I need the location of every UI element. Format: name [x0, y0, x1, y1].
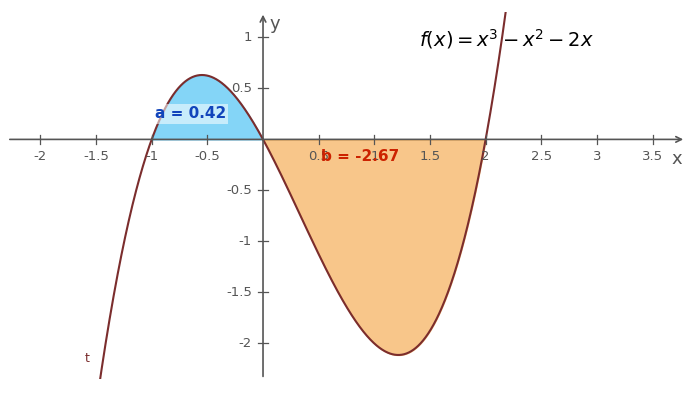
Text: y: y [270, 15, 280, 33]
Text: x: x [672, 150, 682, 167]
Text: -1: -1 [239, 235, 252, 248]
Text: 1: 1 [244, 31, 252, 44]
Text: $f(x) = x^3 - x^2 - 2x$: $f(x) = x^3 - x^2 - 2x$ [419, 27, 594, 51]
Text: t: t [85, 352, 90, 365]
Text: -1.5: -1.5 [226, 286, 252, 299]
Text: 1.5: 1.5 [419, 150, 440, 163]
Text: 0.5: 0.5 [231, 82, 252, 95]
Text: -0.5: -0.5 [226, 184, 252, 197]
Text: -1.5: -1.5 [83, 150, 109, 163]
Text: -1: -1 [145, 150, 158, 163]
Text: 1: 1 [370, 150, 379, 163]
Text: b = -2.67: b = -2.67 [321, 149, 399, 164]
Text: -2: -2 [239, 337, 252, 350]
Text: 3.5: 3.5 [642, 150, 663, 163]
Text: 2: 2 [482, 150, 490, 163]
Text: 0.5: 0.5 [308, 150, 329, 163]
Text: 3: 3 [593, 150, 601, 163]
Text: -2: -2 [34, 150, 47, 163]
Text: a = 0.42: a = 0.42 [155, 106, 226, 121]
Text: -0.5: -0.5 [195, 150, 220, 163]
Text: 2.5: 2.5 [531, 150, 552, 163]
